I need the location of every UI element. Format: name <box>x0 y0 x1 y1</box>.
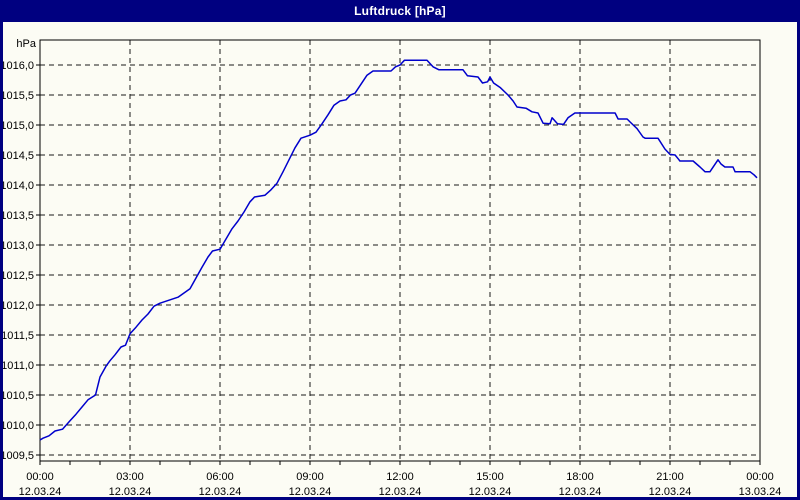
y-axis-label: 1011,5 <box>1 330 34 342</box>
x-axis-date-label: 12.03.24 <box>289 486 332 498</box>
x-axis-time-label: 15:00 <box>476 471 504 483</box>
x-axis-date-label: 12.03.24 <box>199 486 242 498</box>
x-axis-date-label: 13.03.24 <box>739 486 782 498</box>
x-axis-time-label: 06:00 <box>206 471 234 483</box>
y-axis-label: 1012,0 <box>0 300 34 312</box>
y-axis-unit: hPa <box>16 38 36 50</box>
y-axis-label: 1015,5 <box>0 90 34 102</box>
x-axis-date-label: 12.03.24 <box>469 486 512 498</box>
x-axis-date-label: 12.03.24 <box>19 486 62 498</box>
x-axis-time-label: 21:00 <box>656 471 684 483</box>
x-axis-time-label: 00:00 <box>746 471 774 483</box>
x-axis-date-label: 12.03.24 <box>109 486 152 498</box>
gridlines <box>40 40 760 461</box>
y-axis-label: 1014,0 <box>0 180 34 192</box>
x-axis-time-label: 00:00 <box>26 471 54 483</box>
x-axis-time-label: 09:00 <box>296 471 324 483</box>
y-axis-label: 1013,5 <box>0 210 34 222</box>
x-axis-date-label: 12.03.24 <box>379 486 422 498</box>
x-axis-time-label: 12:00 <box>386 471 414 483</box>
x-axis-date-label: 12.03.24 <box>559 486 602 498</box>
y-axis-label: 1016,0 <box>0 60 34 72</box>
axis-ticks <box>36 64 761 465</box>
y-axis-label: 1014,5 <box>0 150 34 162</box>
y-axis-label: 1011,0 <box>1 360 34 372</box>
pressure-line <box>39 59 758 441</box>
y-axis-label: 1010,0 <box>0 420 34 432</box>
y-axis-label: 1015,0 <box>0 120 34 132</box>
x-axis-date-label: 12.03.24 <box>649 486 692 498</box>
y-axis-label: 1012,5 <box>0 270 34 282</box>
title-bar: Luftdruck [hPa] <box>0 0 800 22</box>
window-title: Luftdruck [hPa] <box>354 4 446 18</box>
x-axis-time-label: 03:00 <box>116 471 144 483</box>
y-axis-label: 1013,0 <box>0 240 34 252</box>
x-axis-time-label: 18:00 <box>566 471 594 483</box>
y-axis-label: 1010,5 <box>0 390 34 402</box>
y-axis-label: 1009,5 <box>0 450 34 462</box>
